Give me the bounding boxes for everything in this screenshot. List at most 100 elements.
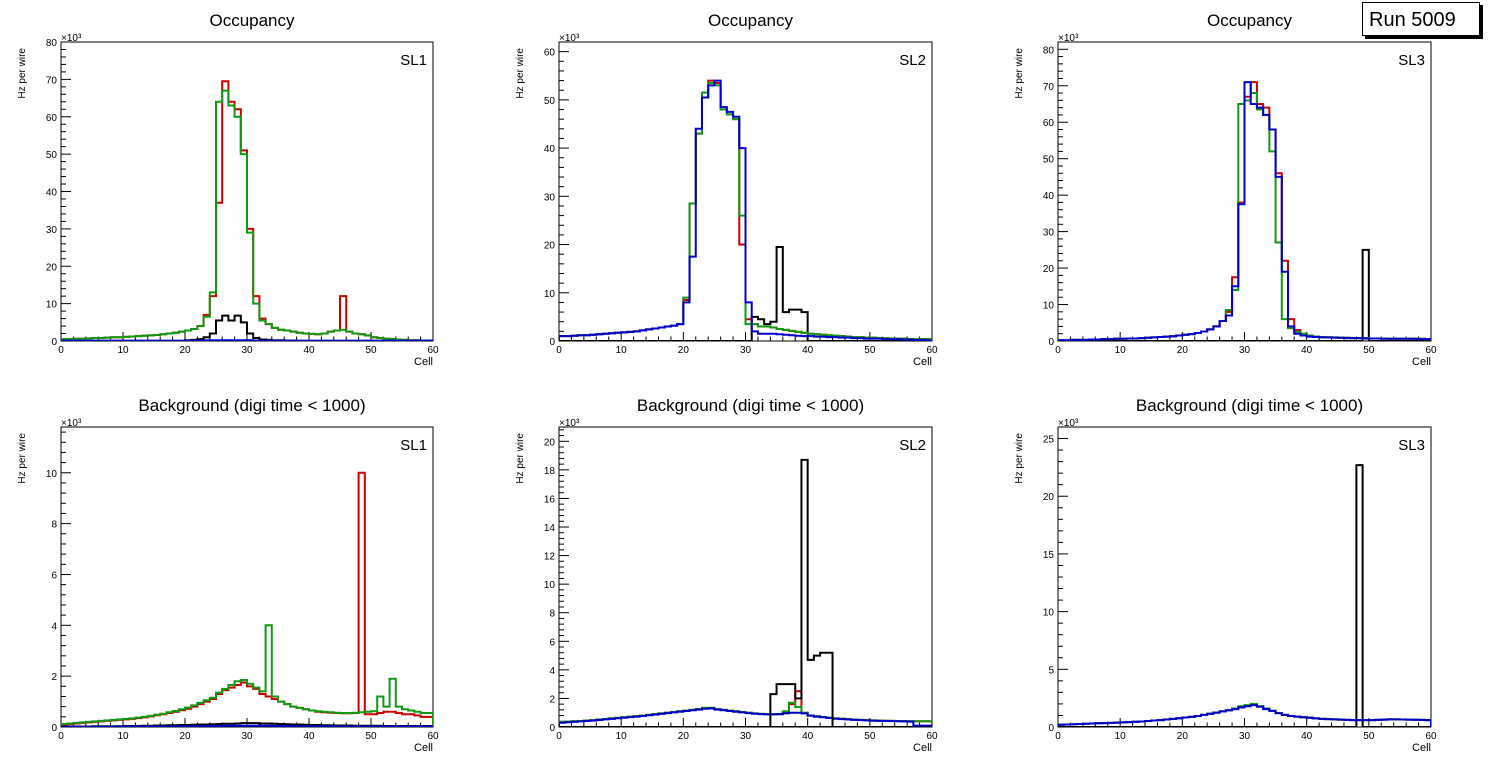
series-green-line [61, 624, 433, 727]
series-blue-line [61, 724, 433, 727]
x-tick-label: 60 [926, 345, 938, 356]
series-blue-line [559, 79, 932, 341]
series-black-line [1058, 464, 1431, 727]
series-black-overlay-line [769, 458, 834, 727]
superlayer-label: SL2 [899, 52, 926, 69]
x-tick-label: 20 [1177, 731, 1189, 742]
x-tick-label: 50 [864, 345, 876, 356]
x-tick-label: 0 [1055, 345, 1061, 356]
series-group [1058, 81, 1431, 341]
chart-panel-6: Background (digi time < 1000)0 10 20 30 40 50… [1014, 396, 1437, 754]
x-axis-label: Cell [414, 356, 433, 368]
chart-panel-4: Background (digi time < 1000) 0 10 20 30 40 50… [17, 396, 439, 754]
y-tick-label: 8 [549, 609, 555, 620]
x-tick-label: 10 [616, 731, 628, 742]
plot-frame [1057, 426, 1432, 728]
x-tick-label: 0 [58, 731, 64, 742]
y-tick-label: 8 [51, 520, 57, 531]
chart-title: Occupancy [708, 11, 794, 30]
superlayer-label: SL1 [400, 52, 427, 69]
x-tick-label: 40 [303, 731, 315, 742]
x-axis-label: Cell [913, 742, 932, 754]
x-tick-label: 50 [365, 731, 377, 742]
x-tick-label: 40 [1301, 345, 1313, 356]
y-tick-label: 60 [1043, 118, 1055, 129]
x-tick-label: 10 [1115, 731, 1127, 742]
x-tick-label: 60 [1425, 345, 1437, 356]
x-tick-label: 30 [241, 345, 253, 356]
y-tick-label: 0 [549, 337, 555, 348]
y-tick-label: 6 [51, 570, 57, 581]
plot-frame [558, 426, 933, 728]
superlayer-label: SL1 [400, 437, 427, 454]
y-tick-label: 25 [1043, 435, 1055, 446]
x-tick-label: 40 [303, 345, 315, 356]
x-tick-label: 10 [117, 731, 129, 742]
x-tick-label: 60 [926, 731, 938, 742]
y-tick-label: 0 [1048, 337, 1054, 348]
y-tick-label: 0 [549, 723, 555, 734]
y-tick-label: 10 [1043, 301, 1055, 312]
x-tick-label: 20 [179, 731, 191, 742]
series-group [559, 79, 932, 341]
y-tick-label: 5 [1048, 665, 1054, 676]
x-tick-label: 60 [427, 345, 439, 356]
y-tick-label: 70 [46, 75, 58, 86]
y-tick-label: 20 [46, 262, 58, 273]
chart-title: Background (digi time < 1000) [637, 396, 864, 415]
y-axis-label: Hz per wire [17, 48, 28, 99]
y-tick-label: 0 [1048, 723, 1054, 734]
y-tick-label: 20 [1043, 492, 1055, 503]
x-axis-label: Cell [913, 356, 932, 368]
series-blue-line [559, 707, 932, 727]
y-tick-label: 6 [549, 637, 555, 648]
x-tick-label: 20 [678, 731, 690, 742]
y-exponent-label: ×10³ [1058, 418, 1079, 429]
y-tick-label: 16 [544, 494, 556, 505]
y-tick-label: 2 [51, 672, 57, 683]
y-tick-label: 30 [544, 192, 556, 203]
x-tick-label: 40 [802, 731, 814, 742]
y-tick-label: 0 [51, 337, 57, 348]
y-tick-label: 70 [1043, 82, 1055, 93]
series-blue-line [1058, 704, 1431, 727]
series-red-line [61, 471, 433, 727]
x-tick-label: 30 [740, 345, 752, 356]
y-tick-label: 4 [549, 666, 555, 677]
y-tick-label: 40 [544, 144, 556, 155]
y-tick-label: 20 [1043, 264, 1055, 275]
x-axis-label: Cell [1412, 742, 1431, 754]
x-tick-label: 20 [678, 345, 690, 356]
series-group [61, 471, 433, 727]
y-tick-label: 80 [1043, 45, 1055, 56]
x-tick-label: 30 [241, 731, 253, 742]
y-tick-label: 50 [544, 96, 556, 107]
y-tick-label: 40 [46, 188, 58, 199]
y-tick-label: 10 [46, 469, 58, 480]
y-tick-label: 60 [544, 48, 556, 59]
series-green-line [61, 89, 433, 341]
series-group [559, 458, 932, 727]
x-axis-label: Cell [414, 742, 433, 754]
chart-panel-5: Background (digi time < 1000) 0 10 20 30 40 50… [515, 396, 938, 754]
x-tick-label: 50 [1363, 345, 1375, 356]
x-tick-label: 30 [740, 731, 752, 742]
y-exponent-label: ×10³ [61, 33, 82, 44]
series-blue-line [61, 339, 433, 341]
y-exponent-label: ×10³ [1058, 33, 1079, 44]
x-tick-label: 30 [1239, 731, 1251, 742]
x-tick-label: 20 [1177, 345, 1189, 356]
x-tick-label: 10 [117, 345, 129, 356]
y-exponent-label: ×10³ [559, 418, 580, 429]
x-tick-label: 50 [864, 731, 876, 742]
y-tick-label: 15 [1043, 550, 1055, 561]
chart-title: Background (digi time < 1000) [138, 396, 365, 415]
y-tick-label: 10 [544, 289, 556, 300]
run-label: Run 5009 [1369, 9, 1456, 31]
x-tick-label: 50 [1363, 731, 1375, 742]
superlayer-label: SL3 [1398, 437, 1425, 454]
y-tick-label: 30 [1043, 228, 1055, 239]
